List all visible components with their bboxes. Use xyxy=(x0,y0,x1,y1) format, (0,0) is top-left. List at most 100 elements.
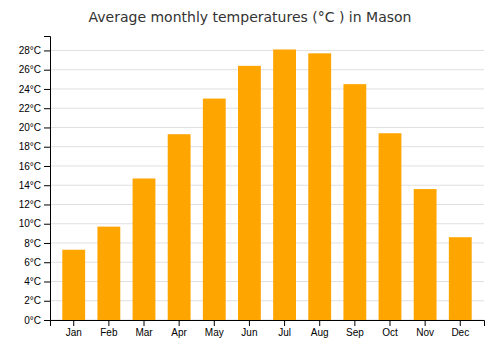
x-tick-mark xyxy=(460,320,461,326)
x-tick: Jun xyxy=(241,320,257,338)
y-axis-line xyxy=(44,37,51,321)
x-tick: Apr xyxy=(171,320,187,338)
x-tick-label: Jul xyxy=(278,327,291,338)
x-tick: Aug xyxy=(311,320,329,338)
bar xyxy=(62,250,85,320)
bar xyxy=(203,99,226,320)
y-tick: 14°C xyxy=(19,180,50,191)
y-tick-mark xyxy=(44,127,50,128)
plot: 0°C2°C4°C6°C8°C10°C12°C14°C16°C18°C20°C2… xyxy=(19,37,485,339)
y-tick: 8°C xyxy=(24,238,50,249)
x-tick-mark xyxy=(389,320,390,326)
y-tick-label: 28°C xyxy=(19,45,41,56)
x-tick: Sep xyxy=(346,320,364,338)
bar xyxy=(449,237,472,320)
y-tick-mark xyxy=(44,50,50,51)
y-tick-label: 6°C xyxy=(24,257,41,268)
y-tick: 18°C xyxy=(19,141,50,152)
grid-line xyxy=(50,108,484,109)
x-tick-mark xyxy=(214,320,215,326)
y-tick-mark xyxy=(44,166,50,167)
bar xyxy=(343,84,366,320)
x-tick-mark xyxy=(284,320,285,326)
x-tick: Jul xyxy=(278,320,291,338)
y-tick-label: 12°C xyxy=(19,199,41,210)
y-tick-label: 22°C xyxy=(19,103,41,114)
x-tick-mark xyxy=(249,320,250,326)
y-tick: 0°C xyxy=(24,315,50,326)
y-tick-mark xyxy=(44,147,50,148)
grid-line xyxy=(50,50,484,51)
y-tick-mark xyxy=(44,243,50,244)
grid-line xyxy=(50,127,484,128)
x-tick: Mar xyxy=(135,320,153,338)
y-tick: 24°C xyxy=(19,84,50,95)
y-tick-label: 24°C xyxy=(19,84,41,95)
x-tick-mark xyxy=(73,320,74,326)
y-tick-label: 14°C xyxy=(19,180,41,191)
grid-line xyxy=(50,185,484,186)
grid xyxy=(50,50,484,320)
x-axis: Jan Feb Mar Apr May Jun Jul Aug Sep Oct Nov Dec xyxy=(51,320,485,338)
x-tick-mark xyxy=(144,320,145,326)
x-tick-label: Aug xyxy=(311,327,329,338)
y-tick: 16°C xyxy=(19,161,50,172)
bar xyxy=(308,53,331,320)
y-tick-mark xyxy=(44,204,50,205)
bar xyxy=(379,133,402,320)
x-tick-mark xyxy=(425,320,426,326)
y-tick-mark xyxy=(44,89,50,90)
y-tick: 2°C xyxy=(24,295,50,306)
y-tick-label: 2°C xyxy=(24,295,41,306)
y-tick: 12°C xyxy=(19,199,50,210)
bar xyxy=(168,134,191,320)
y-tick-mark xyxy=(44,301,50,302)
bar xyxy=(238,66,261,320)
bar xyxy=(133,178,156,320)
y-tick-mark xyxy=(44,70,50,71)
x-tick-label: Dec xyxy=(451,327,469,338)
x-tick-mark xyxy=(108,320,109,326)
x-axis-line xyxy=(51,321,485,327)
y-tick-label: 0°C xyxy=(24,315,41,326)
y-tick-mark xyxy=(44,224,50,225)
x-tick-mark xyxy=(354,320,355,326)
x-tick-label: Jan xyxy=(66,327,82,338)
x-tick-label: Nov xyxy=(416,327,434,338)
grid-line xyxy=(50,165,484,166)
x-tick-label: Apr xyxy=(171,327,187,338)
x-tick-label: Sep xyxy=(346,327,364,338)
y-tick-mark xyxy=(44,108,50,109)
y-tick-mark xyxy=(44,262,50,263)
x-tick: Oct xyxy=(382,320,398,338)
y-tick-mark xyxy=(44,320,50,321)
y-tick: 4°C xyxy=(24,276,50,287)
x-tick-label: Oct xyxy=(382,327,398,338)
y-tick: 10°C xyxy=(19,218,50,229)
x-tick: Jan xyxy=(66,320,82,338)
x-tick-mark xyxy=(319,320,320,326)
bar xyxy=(414,189,437,320)
x-tick-label: Feb xyxy=(100,327,118,338)
bar xyxy=(273,49,296,320)
y-tick-label: 8°C xyxy=(24,238,41,249)
y-tick-label: 16°C xyxy=(19,161,41,172)
chart: Average monthly temperatures (°C ) in Ma… xyxy=(0,0,500,350)
y-tick-mark xyxy=(44,185,50,186)
grid-line xyxy=(50,146,484,147)
y-tick-label: 4°C xyxy=(24,276,41,287)
x-tick: Feb xyxy=(100,320,118,338)
y-tick: 6°C xyxy=(24,257,50,268)
bar xyxy=(97,227,120,320)
grid-line xyxy=(50,88,484,89)
x-tick-label: May xyxy=(205,327,224,338)
y-axis: 0°C2°C4°C6°C8°C10°C12°C14°C16°C18°C20°C2… xyxy=(19,37,51,326)
x-tick-mark xyxy=(179,320,180,326)
y-tick-label: 10°C xyxy=(19,218,41,229)
y-tick-mark xyxy=(44,281,50,282)
x-tick: Dec xyxy=(451,320,469,338)
x-tick: May xyxy=(205,320,224,338)
y-tick-label: 26°C xyxy=(19,64,41,75)
x-tick-label: Jun xyxy=(241,327,257,338)
x-tick-label: Mar xyxy=(135,327,153,338)
